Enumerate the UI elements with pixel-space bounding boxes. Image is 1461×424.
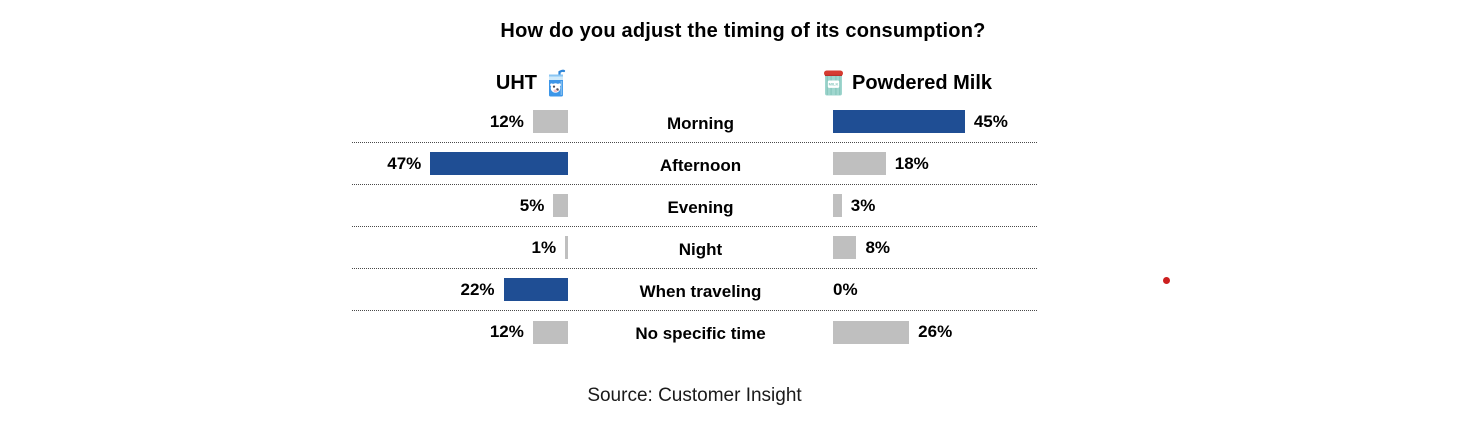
- powdered-column-header: MILK Powdered Milk: [822, 67, 992, 99]
- uht-header-label: UHT: [495, 71, 537, 94]
- uht-bar: [503, 278, 568, 301]
- powdered-bar: [833, 236, 857, 259]
- uht-bar-cell: 12%: [352, 320, 568, 344]
- powdered-bar: [833, 152, 886, 175]
- uht-value-label: 47%: [387, 153, 422, 173]
- powdered-bar: [833, 320, 910, 344]
- source-caption: Source: Customer Insight: [587, 385, 802, 406]
- chart-row: 1% Night 8%: [352, 227, 1037, 269]
- powdered-value-label: 0%: [833, 279, 858, 299]
- powdered-bar-cell: 0%: [833, 280, 1037, 300]
- uht-value-label: 5%: [519, 195, 545, 215]
- uht-bar-cell: 22%: [352, 278, 568, 301]
- powdered-value-label: 3%: [850, 195, 876, 215]
- uht-bar-cell: 47%: [352, 152, 568, 175]
- powdered-value-label: 45%: [973, 111, 1008, 131]
- powdered-bar: [833, 194, 842, 217]
- uht-bar-cell: 5%: [352, 194, 568, 217]
- milk-carton-icon: [544, 69, 568, 98]
- category-label: No specific time: [635, 324, 766, 343]
- powdered-bar-cell: 45%: [833, 110, 1037, 133]
- powdered-header-label: Powdered Milk: [852, 71, 993, 94]
- red-dot-marker: [1163, 277, 1170, 284]
- powdered-milk-can-icon: MILK: [822, 69, 845, 97]
- chart-row: 12% No specific time 26%: [352, 311, 1037, 353]
- uht-value-label: 12%: [489, 111, 524, 131]
- chart-row: 22% When traveling 0%: [352, 269, 1037, 311]
- category-cell: Afternoon: [568, 156, 833, 176]
- category-label: Morning: [666, 113, 735, 133]
- chart-row: 5% Evening 3%: [352, 185, 1037, 227]
- powdered-bar-cell: 26%: [833, 320, 1037, 344]
- uht-bar: [553, 194, 568, 217]
- svg-text:MILK: MILK: [829, 82, 839, 87]
- chart-title: How do you adjust the timing of its cons…: [500, 20, 986, 42]
- chart-row: 12% Morning 45%: [352, 101, 1037, 143]
- category-cell: When traveling: [568, 282, 833, 302]
- powdered-bar-cell: 3%: [833, 194, 1037, 217]
- uht-bar-cell: 1%: [352, 236, 568, 259]
- category-cell: No specific time: [568, 324, 833, 344]
- uht-column-header: UHT: [352, 67, 568, 99]
- category-label: Afternoon: [659, 155, 742, 175]
- powdered-bar: [833, 110, 965, 133]
- powdered-bar-cell: 18%: [833, 152, 1037, 175]
- uht-value-label: 12%: [489, 322, 524, 341]
- category-label: Evening: [667, 197, 734, 217]
- powdered-value-label: 8%: [865, 237, 891, 257]
- category-label: Night: [678, 239, 723, 259]
- uht-bar: [532, 110, 568, 133]
- uht-value-label: 1%: [531, 237, 557, 257]
- powdered-value-label: 18%: [894, 153, 929, 173]
- uht-value-label: 22%: [460, 279, 495, 299]
- powdered-bar-cell: 8%: [833, 236, 1037, 259]
- powdered-value-label: 26%: [918, 322, 953, 341]
- category-cell: Evening: [568, 198, 833, 218]
- category-cell: Morning: [568, 114, 833, 134]
- category-cell: Night: [568, 240, 833, 260]
- uht-bar: [565, 236, 568, 259]
- chart-rows: 12% Morning 45% 47% Afternoon 18% 5% Ev: [352, 101, 1037, 353]
- uht-bar: [430, 152, 568, 175]
- uht-bar: [532, 320, 568, 344]
- category-label: When traveling: [639, 281, 762, 301]
- chart-row: 47% Afternoon 18%: [352, 143, 1037, 185]
- uht-bar-cell: 12%: [352, 110, 568, 133]
